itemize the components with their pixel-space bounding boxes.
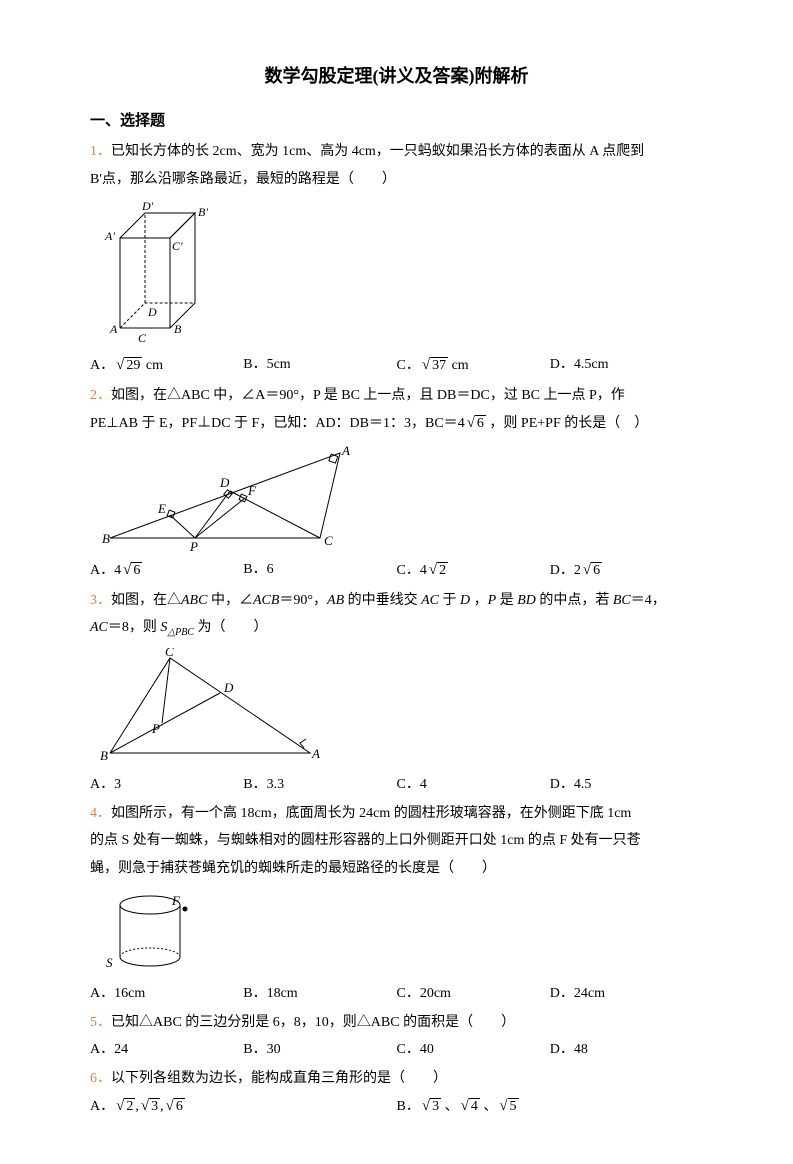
q4-line2: 的点 S 处有一蜘蛛，与蜘蛛相对的圆柱形容器的上口外侧距开口处 1cm 的点 F… — [90, 828, 703, 853]
q1-optB: B．5cm — [243, 352, 396, 379]
q4-optA: A．16cm — [90, 981, 243, 1006]
q4-optC: C．20cm — [397, 981, 550, 1006]
q3-line2: AC＝8，则 S△PBC 为（ ） — [90, 615, 703, 642]
q3-optD: D．4.5 — [550, 772, 703, 797]
question-5: 5．已知△ABC 的三边分别是 6，8，10，则△ABC 的面积是（ ） — [90, 1010, 703, 1035]
q3-num: 3． — [90, 593, 111, 608]
q2-optD: D．26 — [550, 557, 703, 584]
f1-label-Dp: D' — [141, 199, 154, 213]
question-6: 6．以下列各组数为边长，能构成直角三角形的是（ ） — [90, 1066, 703, 1091]
q1-options: A．29 cm B．5cm C．37 cm D．4.5cm — [90, 352, 703, 379]
q1-line2: B'点，那么沿哪条路最近，最短的路程是（ ） — [90, 167, 703, 192]
f4-S: S — [106, 955, 113, 970]
q2-line2: PE⊥AB 于 E，PF⊥DC 于 F，已知：AD：DB＝1：3，BC＝46 ，… — [90, 410, 703, 437]
q2-figure: A B C D E F P — [100, 443, 703, 553]
f2-P: P — [189, 539, 198, 553]
q6-optB: B．3 、4 、5 — [397, 1093, 704, 1120]
q4-optD: D．24cm — [550, 981, 703, 1006]
f3-P: P — [151, 721, 160, 736]
q4-options: A．16cm B．18cm C．20cm D．24cm — [90, 981, 703, 1006]
f2-F: F — [247, 483, 257, 498]
f2-B: B — [102, 531, 110, 546]
q6-options: A．2,3,6 B．3 、4 、5 — [90, 1093, 703, 1120]
q2-optB: B．6 — [243, 557, 396, 584]
q4-line3: 蝇，则急于捕获苍蝇充饥的蜘蛛所走的最短路径的长度是（ ） — [90, 856, 703, 881]
f1-label-Bp: B' — [198, 205, 208, 219]
q2-num: 2． — [90, 388, 111, 403]
q3-options: A．3 B．3.3 C．4 D．4.5 — [90, 772, 703, 797]
question-4: 4．如图所示，有一个高 18cm，底面周长为 24cm 的圆柱形玻璃容器，在外侧… — [90, 801, 703, 826]
q1-optD: D．4.5cm — [550, 352, 703, 379]
f3-D: D — [223, 680, 234, 695]
q2-line1: 如图，在△ABC 中，∠A＝90°，P 是 BC 上一点，且 DB＝DC，过 B… — [111, 388, 625, 403]
f1-label-Cp: C' — [172, 239, 183, 253]
q1-optC: C．37 cm — [397, 352, 550, 379]
q4-optB: B．18cm — [243, 981, 396, 1006]
q3-optB: B．3.3 — [243, 772, 396, 797]
q6-text: 以下列各组数为边长，能构成直角三角形的是（ ） — [111, 1071, 447, 1086]
f1-label-D: D — [147, 305, 157, 319]
q6-num: 6． — [90, 1071, 111, 1086]
q1-line1: 已知长方体的长 2cm、宽为 1cm、高为 4cm，一只蚂蚁如果沿长方体的表面从… — [111, 144, 644, 159]
page-title: 数学勾股定理(讲义及答案)附解析 — [90, 60, 703, 92]
q6-optA: A．2,3,6 — [90, 1093, 397, 1120]
q1-num: 1． — [90, 144, 111, 159]
q4-figure: F S — [100, 887, 703, 977]
q5-optA: A．24 — [90, 1037, 243, 1062]
question-1: 1．已知长方体的长 2cm、宽为 1cm、高为 4cm，一只蚂蚁如果沿长方体的表… — [90, 139, 703, 164]
q1-optA: A．29 cm — [90, 352, 243, 379]
q1-figure: A A' B B' C C' D D' — [100, 198, 703, 348]
section-heading: 一、选择题 — [90, 108, 703, 135]
f2-A: A — [341, 443, 350, 458]
q3-optA: A．3 — [90, 772, 243, 797]
q3-figure: A B C D P — [100, 648, 703, 768]
q5-num: 5． — [90, 1015, 111, 1030]
f3-C: C — [165, 648, 174, 659]
q5-optC: C．40 — [397, 1037, 550, 1062]
f3-A: A — [311, 746, 320, 761]
q2-options: A．46 B．6 C．42 D．26 — [90, 557, 703, 584]
question-3: 3．如图，在△ABC 中，∠ACB＝90°，AB 的中垂线交 AC 于 D ，P… — [90, 588, 703, 613]
f1-label-C: C — [138, 331, 147, 345]
f2-C: C — [324, 533, 333, 548]
f1-label-B: B — [174, 322, 182, 336]
q4-line1: 如图所示，有一个高 18cm，底面周长为 24cm 的圆柱形玻璃容器，在外侧距下… — [111, 806, 631, 821]
f1-label-Ap: A' — [104, 229, 115, 243]
f2-D: D — [219, 475, 230, 490]
f4-F: F — [171, 893, 181, 908]
f1-label-A: A — [109, 322, 118, 336]
q2-optA: A．46 — [90, 557, 243, 584]
f3-B: B — [100, 748, 108, 763]
question-2: 2．如图，在△ABC 中，∠A＝90°，P 是 BC 上一点，且 DB＝DC，过… — [90, 383, 703, 408]
q5-text: 已知△ABC 的三边分别是 6，8，10，则△ABC 的面积是（ ） — [111, 1015, 515, 1030]
q3-optC: C．4 — [397, 772, 550, 797]
q5-optB: B．30 — [243, 1037, 396, 1062]
q4-num: 4． — [90, 806, 111, 821]
f2-E: E — [157, 501, 166, 516]
q5-optD: D．48 — [550, 1037, 703, 1062]
q5-options: A．24 B．30 C．40 D．48 — [90, 1037, 703, 1062]
q2-optC: C．42 — [397, 557, 550, 584]
